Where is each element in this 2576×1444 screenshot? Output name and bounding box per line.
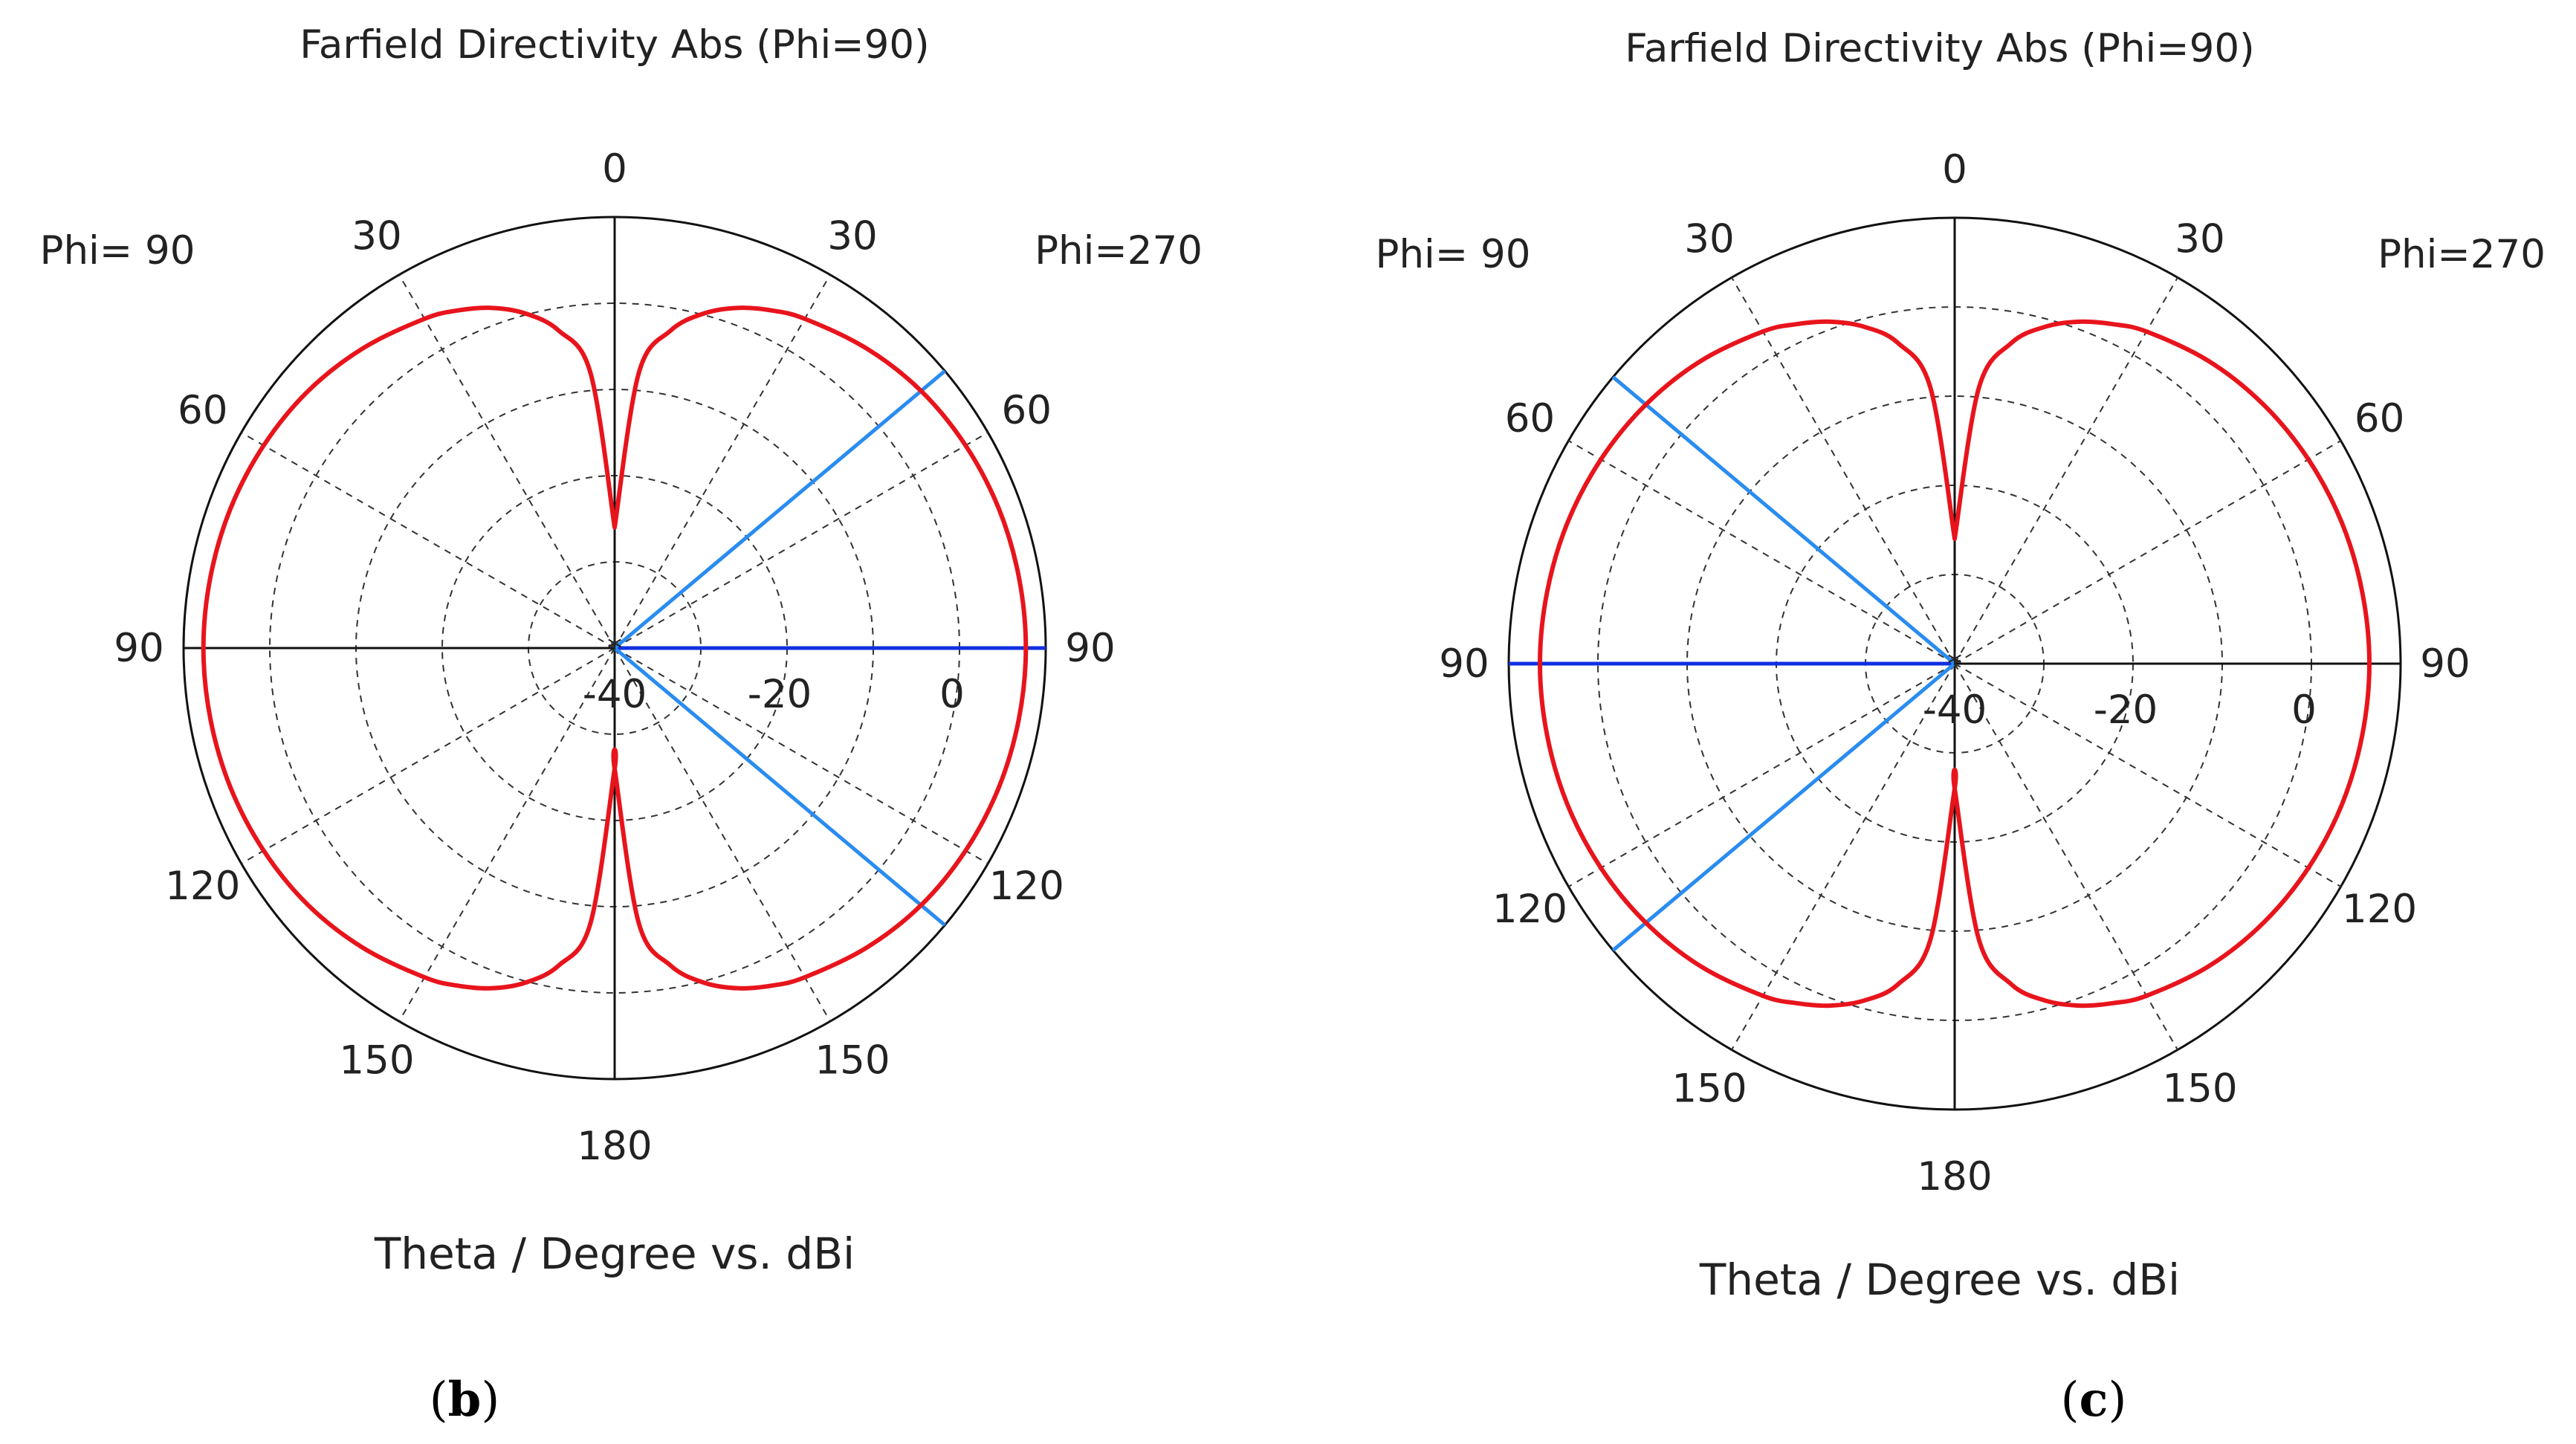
angle-tick-label: 180 [1917,1154,1992,1199]
angular-gridline [614,647,831,1022]
panel-label-c: (c) [2061,1372,2127,1428]
beamwidth-limit-lower [613,647,946,927]
x-axis-label: Theta / Degree vs. dBi [1699,1254,2180,1305]
angular-gridline [241,432,615,649]
angle-tick-label: 120 [2342,887,2417,932]
directivity-curve [201,305,1029,991]
angular-gridline [1954,276,2178,664]
beamwidth-limit-upper [1611,375,1956,665]
angle-tick-label: 0 [602,146,627,192]
origin-marker: * [607,632,622,666]
beamwidth-limit-upper [613,369,946,650]
angle-tick-label: 150 [1672,1066,1747,1112]
radial-tick-label: -40 [1923,687,1987,733]
angle-tick-label: 60 [1505,396,1555,441]
angle-tick-label: 0 [1942,147,1967,192]
angular-gridline [1731,663,1955,1051]
angle-tick-label: 90 [2420,641,2470,687]
angle-tick-label: 90 [1065,626,1115,671]
angular-gridline [1954,440,2342,664]
phi-right-label: Phi=270 [2378,232,2546,277]
angular-gridline [614,647,988,864]
angular-gridline [1954,663,2342,887]
radial-tick-label: -40 [583,672,647,717]
angular-gridline [614,432,988,649]
angular-gridline [1567,663,1955,887]
angular-gridline [1567,440,1955,664]
phi-right-label: Phi=270 [1035,228,1203,273]
angle-tick-label: 60 [2355,396,2404,441]
angle-tick-label: 150 [339,1037,414,1083]
angle-tick-label: 180 [577,1124,652,1169]
origin-marker: * [1947,647,1962,681]
angle-tick-label: 30 [2175,216,2224,262]
angular-gridline [398,274,615,649]
angle-tick-label: 30 [352,214,401,259]
x-axis-label: Theta / Degree vs. dBi [374,1228,855,1279]
angle-tick-label: 120 [989,864,1064,909]
directivity-curve [1538,319,2372,1008]
phi-left-label: Phi= 90 [40,228,195,273]
phi-left-label: Phi= 90 [1376,232,1531,277]
angular-gridline [398,647,615,1022]
chart-title: Farfield Directivity Abs (Phi=90) [300,22,929,68]
angle-tick-label: 150 [2162,1066,2237,1112]
angle-tick-label: 60 [178,388,227,433]
radial-tick-label: -20 [2094,687,2158,733]
angular-gridline [241,647,615,864]
polar-chart-b: Farfield Directivity Abs (Phi=90) Phi= 9… [40,22,1203,1428]
angular-gridline [1954,663,2178,1051]
beamwidth-limit-lower [1611,662,1956,952]
angle-tick-label: 90 [1439,641,1489,687]
angle-tick-label: 90 [114,626,164,671]
radial-tick-label: -20 [748,672,812,717]
polar-chart-c: Farfield Directivity Abs (Phi=90) Phi= 9… [1376,26,2546,1428]
angular-gridline [1731,276,1955,664]
radial-tick-label: 0 [2291,687,2317,733]
angular-gridline [614,274,831,649]
angle-tick-label: 30 [1684,216,1734,262]
angle-tick-label: 150 [815,1037,890,1083]
angle-tick-label: 120 [165,864,240,909]
chart-title: Farfield Directivity Abs (Phi=90) [1625,26,2254,71]
panel-label-b: (b) [430,1372,500,1428]
angle-tick-label: 30 [827,214,877,259]
angle-tick-label: 60 [1002,388,1052,433]
radial-tick-label: 0 [939,672,965,717]
angle-tick-label: 120 [1492,887,1567,932]
